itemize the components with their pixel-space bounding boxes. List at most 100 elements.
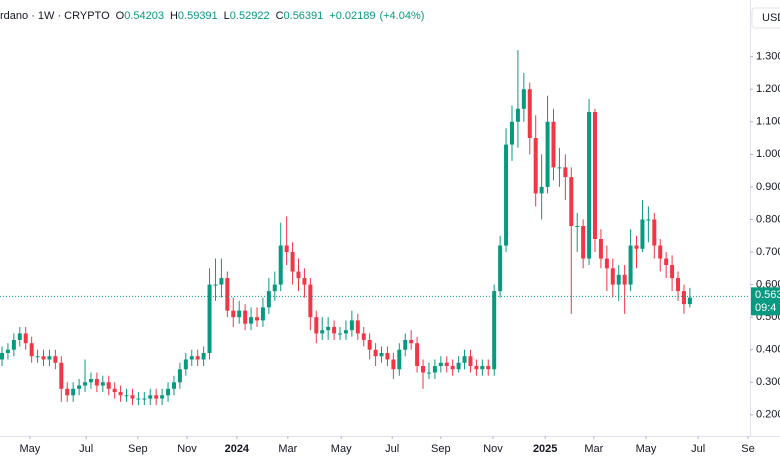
x-tick-label: Nov	[177, 443, 197, 455]
candle-body	[676, 278, 681, 292]
candle-body	[343, 330, 348, 334]
candle-body	[498, 245, 503, 292]
candle-body	[94, 379, 99, 386]
candle-body	[504, 144, 509, 246]
last-price-tag	[751, 287, 780, 316]
candle-body	[539, 186, 544, 194]
candle-body	[213, 284, 218, 286]
candle-body	[290, 252, 295, 272]
x-tick-label: May	[19, 443, 40, 455]
ohlc-label: C	[276, 10, 284, 22]
candle-body	[77, 385, 82, 389]
candle-body	[509, 121, 514, 145]
candle-body	[355, 320, 360, 334]
candle-body	[421, 365, 426, 373]
candle-body	[385, 352, 390, 360]
candle-body	[670, 265, 675, 279]
candle-body	[557, 167, 562, 169]
candle-body	[17, 333, 22, 340]
candle-body	[314, 317, 319, 334]
ohlc-value: 0.56391	[284, 10, 324, 22]
candle-body	[622, 274, 627, 285]
candle-body	[474, 365, 479, 370]
candle-body	[687, 297, 692, 305]
candle-body	[83, 382, 88, 386]
candle-body	[610, 268, 615, 285]
candle-body	[130, 395, 135, 399]
candle-body	[5, 349, 10, 353]
candle-body	[302, 278, 307, 285]
y-tick-label: 0.200	[756, 409, 780, 421]
x-tick-label: May	[331, 443, 352, 455]
candle-body	[219, 278, 224, 285]
currency[interactable]: USD	[762, 12, 780, 24]
ohlc-label: O	[116, 10, 125, 22]
candle-body	[320, 330, 325, 334]
candle-body	[628, 245, 633, 285]
candle-body	[243, 310, 248, 324]
x-tick-label: Mar	[584, 443, 603, 455]
candle-body	[35, 356, 40, 358]
candle-body	[575, 225, 580, 227]
candle-body	[480, 365, 485, 370]
candle-body	[171, 382, 176, 389]
candle-body	[47, 356, 52, 360]
candle-body	[207, 284, 212, 353]
candle-body	[41, 356, 46, 360]
candle-body	[100, 382, 105, 386]
candle-body	[367, 339, 372, 350]
candle-body	[260, 307, 265, 321]
y-tick-label: 1.000	[756, 148, 780, 160]
candle-body	[177, 369, 182, 383]
candle-body	[332, 326, 337, 334]
candle-body	[616, 274, 621, 285]
candle-body	[569, 177, 574, 226]
candle-body	[450, 365, 455, 370]
candle-body	[195, 356, 200, 360]
candle-body	[338, 333, 343, 335]
candle-body	[326, 326, 331, 331]
candle-body	[373, 349, 378, 357]
y-tick-label: 0.900	[756, 181, 780, 193]
candle-body	[581, 225, 586, 259]
candle-body	[266, 291, 271, 308]
x-tick-label: May	[636, 443, 657, 455]
candle-body	[551, 121, 556, 168]
y-tick-label: 0.300	[756, 376, 780, 388]
x-tick-label: Se	[741, 443, 754, 455]
change-pct: (+4.04%)	[379, 10, 424, 22]
candle-body	[361, 333, 366, 340]
candle-body	[349, 320, 354, 331]
candle-body	[160, 395, 165, 399]
ohlc-label: H	[170, 10, 178, 22]
candle-body	[148, 395, 153, 399]
symbol-title: rdano · 1W · CRYPTO	[0, 10, 110, 22]
candle-body	[598, 239, 603, 259]
candle-body	[444, 362, 449, 366]
candle-body	[409, 339, 414, 344]
candle-body	[492, 291, 497, 370]
candle-body	[118, 392, 123, 396]
x-tick-label: Mar	[278, 443, 297, 455]
candle-body	[225, 278, 230, 311]
x-tick-label: 2024	[225, 443, 250, 455]
currency-button[interactable]	[751, 7, 780, 29]
x-tick-label: 2025	[533, 443, 557, 455]
candle-body	[426, 372, 431, 374]
candle-body	[658, 245, 663, 259]
candle-body	[0, 352, 4, 360]
countdown-label: 09:4	[755, 302, 776, 314]
candle-body	[59, 362, 64, 389]
x-tick-label: Nov	[483, 443, 503, 455]
candle-body	[664, 258, 669, 266]
candle-body	[456, 362, 461, 370]
candle-body	[23, 333, 28, 344]
ohlc-value: 0.52922	[230, 10, 270, 22]
candle-body	[527, 89, 532, 139]
candle-body	[88, 379, 93, 383]
candle-body	[142, 398, 147, 400]
candle-body	[272, 284, 277, 292]
candle-body	[515, 108, 520, 122]
candle-body	[249, 317, 254, 324]
